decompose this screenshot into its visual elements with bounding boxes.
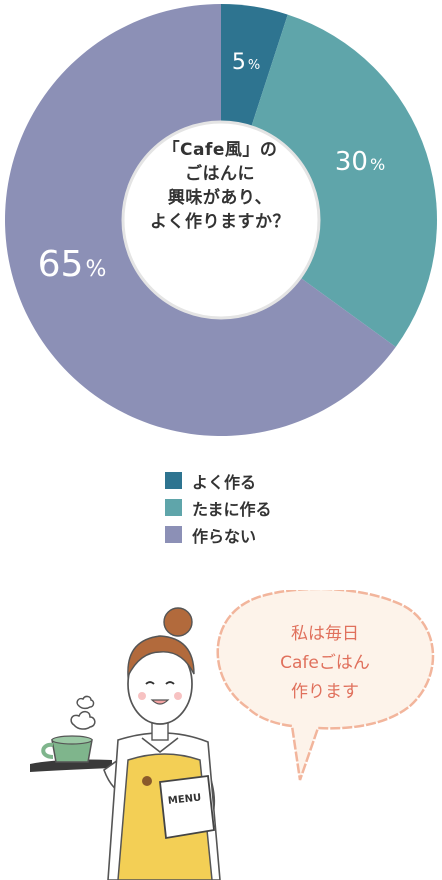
right-eye [165, 681, 175, 685]
hair [127, 635, 195, 679]
legend-label: よく作る [192, 472, 257, 492]
title-line-4: よく作りますか？ [150, 212, 290, 232]
speech-bubble [216, 590, 435, 781]
menu-label: MENU [167, 792, 201, 806]
title-line-3: 興味があり、 [167, 188, 273, 208]
cup-rim [51, 735, 93, 745]
pie-slice [221, 14, 438, 347]
apron-bean-icon [142, 776, 152, 786]
blush [174, 692, 182, 700]
legend-item-sometimes: たまに作る [165, 494, 272, 521]
legend-swatch [165, 472, 182, 489]
legend-swatch [165, 526, 182, 543]
blush [138, 692, 146, 700]
pie-chart: 5 % 30 % 65% [4, 4, 438, 436]
legend-item-never: 作らない [165, 521, 272, 548]
mouth [150, 699, 170, 705]
steam-icon [70, 710, 96, 730]
center-circle [121, 120, 321, 320]
slice-label: 5% [232, 50, 260, 75]
legend-item-often: よく作る [165, 467, 272, 494]
slice-label: 65% [38, 244, 107, 285]
collar [141, 737, 179, 754]
legend-label: 作らない [192, 526, 257, 546]
bubble-line-2: Cafeごはん [280, 653, 370, 673]
legend: よく作る たまに作る 作らない [165, 467, 272, 548]
bubble-line-3: 作ります [291, 682, 359, 702]
title-line-2: ごはんに [185, 164, 255, 184]
waitress-illustration: MENU [30, 590, 435, 880]
hair-bun [163, 607, 193, 637]
slice-label: 30% [335, 147, 385, 177]
bubble-line-1: 私は毎日 [291, 624, 359, 644]
left-eye [145, 681, 155, 685]
legend-label: たまに作る [192, 499, 272, 519]
menu-card: MENU [159, 774, 215, 840]
steam-icon [76, 695, 95, 710]
legend-swatch [165, 499, 182, 516]
tray [30, 759, 112, 772]
chart-title: 「Cafe風」の ごはんに 興味があり、 よく作りますか？ [125, 138, 315, 234]
title-line-1: 「Cafe風」の [162, 140, 278, 160]
speech-bubble-text: 私は毎日 Cafeごはん 作ります [250, 620, 400, 707]
cup-handle [41, 742, 54, 759]
